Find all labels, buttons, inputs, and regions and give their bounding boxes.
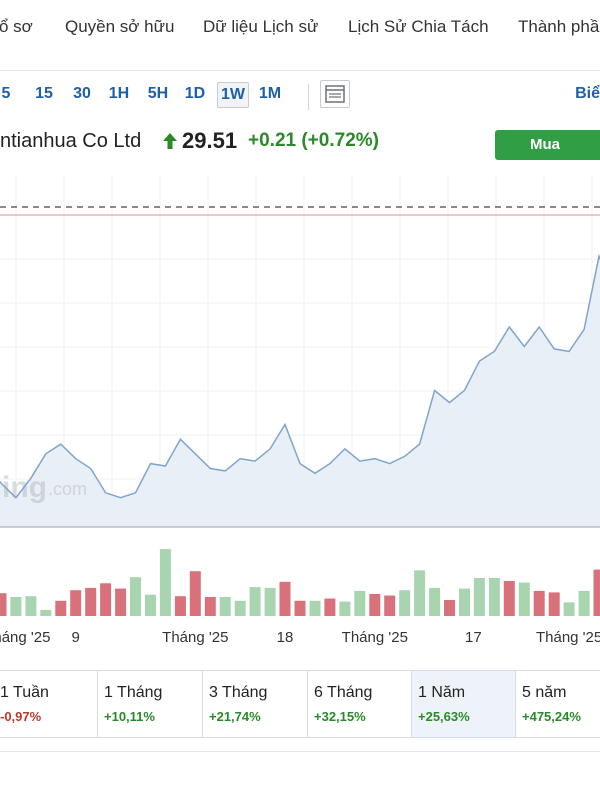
volume-bar: [309, 600, 321, 616]
buy-button[interactable]: Mua: [495, 130, 600, 160]
volume-bar: [324, 598, 336, 616]
volume-bar: [399, 590, 411, 616]
volume-bar: [339, 601, 351, 616]
x-tick-label: 18: [277, 629, 294, 646]
instrument-name: ntianhua Co Ltd: [0, 130, 142, 152]
toolbar-divider: [308, 84, 309, 110]
volume-bar: [10, 597, 22, 616]
nav-tab-components[interactable]: Thành phầ: [518, 17, 600, 36]
timeframe-15[interactable]: 15: [35, 85, 53, 102]
volume-bar: [473, 578, 485, 616]
volume-bar: [85, 587, 97, 616]
volume-bar: [548, 592, 560, 616]
timeframe-bar: 5 15 30 1H 5H 1D 1W 1M Biể: [0, 70, 600, 116]
volume-bar: [174, 596, 186, 616]
volume-bar: [204, 597, 216, 616]
volume-bar: [264, 587, 276, 616]
price-line: [0, 253, 600, 499]
watermark: ing .com: [2, 471, 87, 504]
x-tick-label: Tháng '25: [536, 629, 600, 646]
volume-bar: [279, 581, 291, 616]
volume-bar: [145, 594, 156, 616]
period-value: +21,74%: [209, 709, 261, 724]
volume-bar: [384, 595, 396, 616]
period-label: 3 Tháng: [209, 684, 268, 701]
nav-tab-split-history[interactable]: Lịch Sử Chia Tách: [348, 17, 489, 36]
volume-bar: [159, 549, 171, 616]
volume-bar: [503, 581, 515, 616]
volume-bar: [0, 593, 7, 616]
volume-bar: [593, 569, 600, 616]
nav-tab-historical-data[interactable]: Dữ liệu Lịch sử: [203, 17, 319, 36]
period-label: 1 Tuần: [0, 684, 49, 701]
volume-bar: [115, 588, 127, 616]
volume-bar: [100, 583, 112, 616]
period-tab-1m[interactable]: 1 Tháng +10,11%: [98, 671, 203, 737]
x-tick-label: háng '25: [0, 629, 50, 646]
nav-tab-profile[interactable]: ổ sơ: [0, 17, 33, 36]
period-value: +25,63%: [418, 709, 470, 724]
volume-bar: [459, 588, 470, 616]
volume-bar: [130, 577, 141, 616]
volume-bar: [369, 594, 381, 616]
volume-bar: [219, 597, 231, 616]
period-label: 6 Tháng: [314, 684, 373, 701]
price-change: +0.21 (+0.72%): [248, 130, 379, 151]
price-area-fill: [0, 256, 600, 527]
volume-bar: [70, 590, 82, 616]
timeframe-1m[interactable]: 1M: [258, 85, 282, 102]
period-value: -0,97%: [0, 709, 42, 724]
period-tab-6m[interactable]: 6 Tháng +32,15%: [308, 671, 412, 737]
price-chart[interactable]: ing .com háng '25 9 Tháng '25 18 Tháng '25 17…: [0, 175, 600, 655]
timeframe-1w[interactable]: 1W: [217, 82, 249, 108]
timeframe-5[interactable]: 5: [1, 85, 11, 102]
volume-bar: [55, 600, 67, 616]
volume-bar: [234, 600, 246, 616]
x-tick-label: Tháng '25: [342, 629, 408, 646]
timeframe-30[interactable]: 30: [73, 85, 91, 102]
period-tab-5y[interactable]: 5 năm +475,24%: [516, 671, 600, 737]
volume-bar: [189, 571, 201, 616]
timeframe-1d[interactable]: 1D: [184, 85, 206, 102]
volume-bar: [429, 587, 441, 616]
period-tab-3m[interactable]: 3 Tháng +21,74%: [203, 671, 308, 737]
volume-bar: [578, 590, 590, 616]
watermark-domain: .com: [48, 479, 87, 499]
x-tick-label: 9: [72, 629, 80, 646]
volume-bar: [294, 600, 306, 616]
period-value: +32,15%: [314, 709, 366, 724]
volume-bar: [414, 570, 426, 616]
x-tick-label: 17: [465, 629, 482, 646]
volume-bar: [40, 609, 52, 616]
period-tab-1y[interactable]: 1 Năm +25,63%: [412, 671, 516, 737]
x-tick-label: Tháng '25: [162, 629, 228, 646]
volume-bar: [533, 590, 545, 616]
volume-bar: [563, 602, 575, 616]
quote-header: ntianhua Co Ltd 29.51 +0.21 (+0.72%): [0, 126, 490, 162]
volume-bar: [354, 590, 366, 616]
top-nav: ổ sơ Quyền sở hữu Dữ liệu Lịch sử Lịch S…: [0, 0, 600, 71]
period-tab-1w[interactable]: 1 Tuần -0,97%: [0, 671, 98, 737]
period-label: 1 Tháng: [104, 684, 163, 701]
period-value: +10,11%: [104, 709, 155, 724]
volume-bars: [0, 549, 600, 616]
bottom-divider: [0, 751, 600, 752]
nav-tab-ownership[interactable]: Quyền sở hữu: [65, 17, 175, 36]
volume-bar: [25, 596, 37, 616]
timeframe-1h[interactable]: 1H: [108, 85, 130, 102]
performance-tabs: 1 Tuần -0,97% 1 Tháng +10,11% 3 Tháng +2…: [0, 670, 600, 738]
volume-bar: [249, 587, 261, 616]
chart-type-menu[interactable]: Biể: [575, 85, 600, 102]
period-label: 5 năm: [522, 684, 567, 701]
volume-bar: [444, 600, 455, 616]
layout-icon[interactable]: [320, 80, 350, 108]
period-label: 1 Năm: [418, 684, 466, 701]
volume-bar: [518, 582, 530, 616]
price-chart-svg: ing .com háng '25 9 Tháng '25 18 Tháng '25 17…: [0, 175, 600, 646]
volume-bar: [488, 578, 500, 616]
period-value: +475,24%: [522, 709, 581, 724]
last-price: 29.51: [182, 128, 238, 153]
x-axis-labels: háng '25 9 Tháng '25 18 Tháng '25 17 Tháng '25: [0, 629, 600, 646]
timeframe-5h[interactable]: 5H: [147, 85, 169, 102]
